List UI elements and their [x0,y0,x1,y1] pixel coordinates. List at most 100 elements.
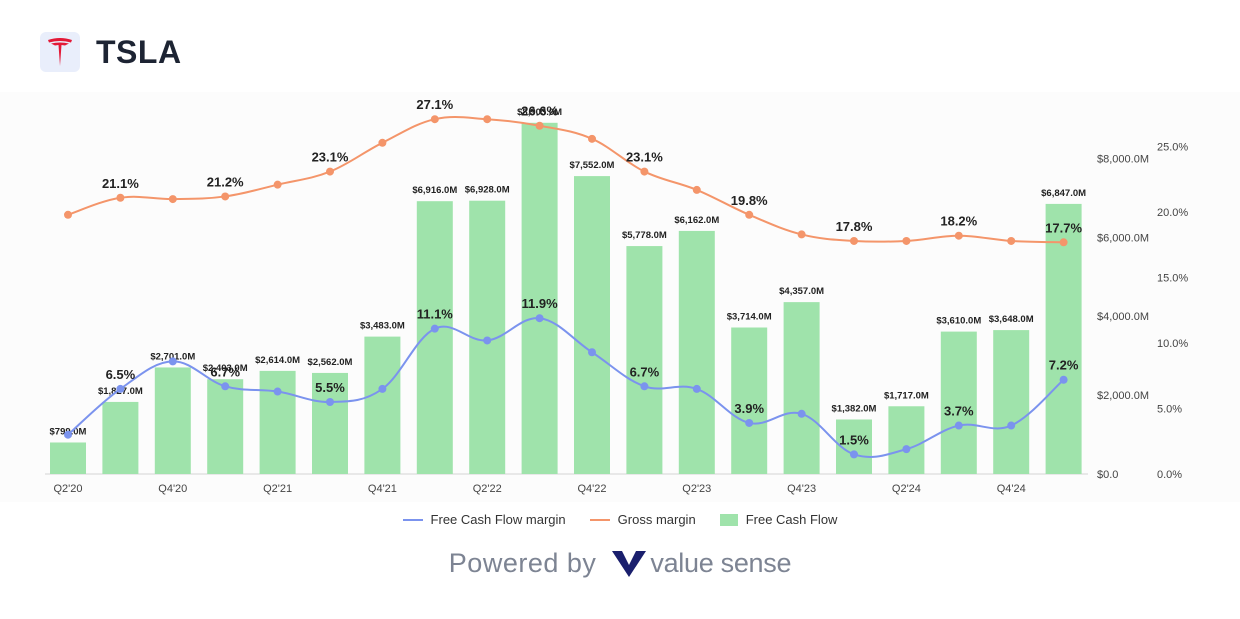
gross-margin-point [64,210,72,219]
fcf-margin-label: 6.7% [630,364,660,379]
gross-margin-label: 23.1% [312,150,349,165]
gross-margin-point [535,121,544,130]
fcf-margin-point [954,421,963,430]
x-axis-tick: Q2'23 [682,483,711,495]
gross-margin-point [221,192,230,201]
fcf-bar [102,401,139,474]
gross-margin-label: 26.6% [521,104,558,119]
right-axis-tick: 20.0% [1157,207,1188,219]
powered-by-text: Powered by [448,548,597,578]
gross-margin-point [588,134,596,143]
gross-margin-point [378,138,387,147]
gross-margin-point [273,180,282,189]
fcf-bar-label: $8,903.0M [517,107,562,118]
fcf-bar-label: $2,403.0M [203,363,248,374]
value-sense-brand: value sense [612,548,791,579]
gross-margin-point [430,115,439,124]
gross-margin-point [1007,236,1016,245]
chart-area: $0.0 $2,000.0M $4,000.0M $6,000.0M $8,000.0M… [0,92,1240,502]
footer: Powered by value sense [0,548,1240,579]
x-axis-tick: Q4'21 [368,483,397,495]
fcf-margin-point [483,336,492,345]
legend-item-gross-margin[interactable]: Gross margin [589,512,696,527]
fcf-bar [993,330,1030,474]
fcf-bar-label: $6,847.0M [1041,188,1086,199]
fcf-bar [783,302,820,474]
fcf-bar-label: $5,778.0M [622,230,667,241]
fcf-bar-label: $6,162.0M [674,215,719,226]
fcf-bar-label: $2,562.0M [308,357,353,368]
fcf-margin-point [168,357,177,366]
line-swatch-icon [402,518,423,521]
fcf-bar-label: $6,916.0M [412,185,457,196]
fcf-bar-label: $3,648.0M [989,314,1034,325]
fcf-bar-label: $2,614.0M [255,355,300,366]
line-swatch-icon [589,518,610,521]
gross-margin-label: 17.8% [836,219,873,234]
right-axis-tick: 10.0% [1157,338,1188,350]
fcf-margin-label: 3.9% [734,401,764,416]
fcf-bar [312,372,348,474]
fcf-margin-point [221,382,230,391]
left-axis-tick: $0.0 [1097,469,1118,481]
fcf-margin-label: 7.2% [1049,358,1079,373]
fcf-bar [50,442,86,474]
legend-label-fcf-margin: Free Cash Flow margin [430,512,566,527]
fcf-bar [364,336,401,474]
fcf-bar [678,230,715,474]
left-axis-tick: $8,000.0M [1097,153,1149,165]
x-axis-tick: Q2'20 [53,483,82,495]
fcf-bar [574,176,610,474]
fcf-bar [731,327,768,474]
fcf-margin-point [535,314,544,323]
x-axis-tick: Q2'24 [892,483,921,495]
fcf-bar-label: $4,357.0M [779,286,824,297]
fcf-bar-label: $3,610.0M [936,316,981,327]
gross-margin-point [640,167,649,176]
fcf-margin-label: 6.7% [210,364,240,379]
fcf-margin-point [850,450,858,459]
right-axis-tick: 5.0% [1157,404,1182,416]
gross-margin-label: 18.2% [940,214,977,229]
gross-margin-point [850,236,858,245]
tesla-logo-icon [40,32,80,72]
value-sense-logo-icon [612,550,647,577]
fcf-margin-point [902,445,911,454]
legend-item-fcf[interactable]: Free Cash Flow [719,512,837,527]
fcf-margin-point [116,384,125,393]
right-axis-tick: 15.0% [1157,273,1188,285]
fcf-bar [888,406,925,474]
fcf-bar-label: $3,483.0M [360,321,405,332]
chart-legend: Free Cash Flow margin Gross margin Free … [0,512,1240,527]
fcf-bar-label: $3,714.0M [727,311,772,322]
x-axis-tick: Q2'21 [263,483,292,495]
fcf-bar-label: $1,382.0M [832,403,877,414]
gross-margin-label: 17.7% [1045,220,1082,235]
gross-margin-point [326,167,334,176]
right-axis-tick: 0.0% [1157,469,1182,481]
header: TSLA [40,31,182,73]
fcf-margin-point [640,382,649,391]
legend-item-fcf-margin[interactable]: Free Cash Flow margin [402,512,566,527]
fcf-margin-point [1059,375,1068,384]
fcf-margin-line [67,317,1065,458]
gross-margin-point [1059,238,1068,247]
gross-margin-point [745,210,754,219]
x-axis-tick: Q4'20 [158,483,187,495]
left-axis-tick: $4,000.0M [1097,311,1149,323]
fcf-bar [626,246,663,474]
fcf-bar-label: $1,717.0M [884,390,929,401]
fcf-margin-label: 3.7% [944,404,974,419]
fcf-bar [154,367,191,474]
fcf-margin-point [378,384,387,393]
fcf-margin-label: 6.5% [106,367,136,382]
gross-margin-label: 21.2% [207,174,244,189]
fcf-margin-point [797,409,806,418]
gross-margin-point [797,230,806,239]
left-axis-tick: $6,000.0M [1097,232,1149,244]
gross-margin-point [902,236,911,245]
fcf-margin-point [692,384,701,393]
fcf-bar [207,379,244,474]
gross-margin-label: 21.1% [102,176,139,191]
fcf-margin-label: 1.5% [839,432,869,447]
